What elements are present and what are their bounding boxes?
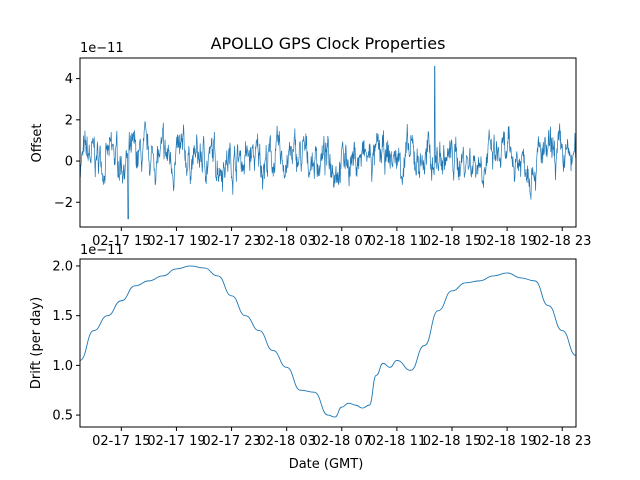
y-tick-label: 1.5 [52, 309, 73, 324]
x-tick-label: 02-17 15 [92, 434, 150, 449]
x-tick-label: 02-18 23 [533, 234, 591, 249]
x-tick-label: 02-18 03 [257, 234, 315, 249]
x-tick-label: 02-17 19 [147, 434, 205, 449]
x-tick-label: 02-18 11 [368, 234, 426, 249]
y-tick-label: −2 [54, 196, 73, 211]
offset-line [79, 65, 577, 220]
x-tick-label: 02-18 07 [313, 434, 371, 449]
y-tick-label: 4 [65, 72, 73, 87]
y-tick-label: 0.5 [52, 409, 73, 424]
x-tick-label: 02-18 15 [423, 434, 481, 449]
y-tick-label: 2 [65, 113, 73, 128]
x-tick-label: 02-18 23 [533, 434, 591, 449]
drift-exponent-text: 1e−11 [80, 243, 124, 258]
x-tick-label: 02-18 03 [257, 434, 315, 449]
x-tick-label: 02-18 11 [368, 434, 426, 449]
x-tick-label: 02-17 23 [202, 234, 260, 249]
y-tick-label: 2.0 [52, 259, 73, 274]
x-tick-label: 02-18 19 [478, 234, 536, 249]
drift-ylabel: Drift (per day) [29, 297, 44, 389]
x-tick-label: 02-18 15 [423, 234, 481, 249]
y-tick-label: 0 [65, 155, 73, 170]
drift-axes-frame [79, 258, 577, 428]
x-axis-label: Date (GMT) [289, 457, 364, 472]
x-tick-label: 02-18 07 [313, 234, 371, 249]
x-tick-label: 02-17 19 [147, 234, 205, 249]
offset-exponent-text: 1e−11 [80, 41, 124, 56]
x-tick-label: 02-17 23 [202, 434, 260, 449]
offset-ylabel: Offset [30, 123, 45, 162]
offset-axes-frame [79, 57, 577, 228]
y-tick-label: 1.0 [52, 359, 73, 374]
chart-title: APOLLO GPS Clock Properties [211, 34, 446, 53]
x-tick-label: 02-18 19 [478, 434, 536, 449]
x-tick-label: 02-17 15 [92, 234, 150, 249]
drift-line [79, 265, 577, 418]
